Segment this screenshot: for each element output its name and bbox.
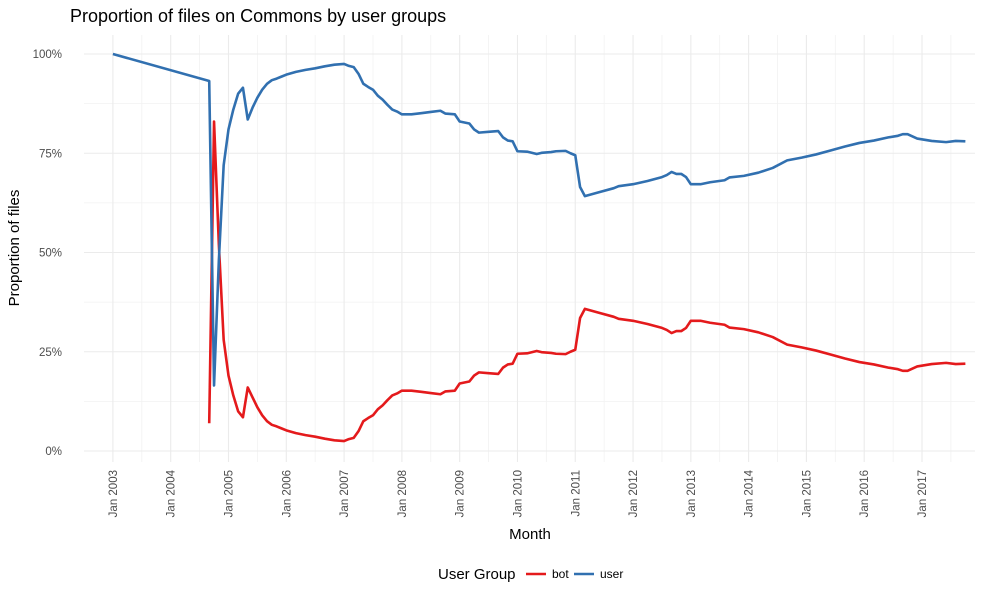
series-layer <box>112 52 966 443</box>
legend-title: User Group <box>438 566 516 583</box>
y-tick-label: 25% <box>39 347 62 359</box>
x-axis: Jan 2003 Jan 2004 Jan 2005 Jan 2006 Jan 2007… <box>108 469 929 517</box>
chart-title: Proportion of files on Commons by user g… <box>70 6 446 26</box>
x-tick-label: Jan 2005 <box>223 470 235 517</box>
y-tick-label: 0% <box>45 446 62 458</box>
x-tick-label: Jan 2012 <box>628 470 640 517</box>
x-tick-label: Jan 2010 <box>512 470 524 517</box>
y-tick-label: 100% <box>33 49 62 61</box>
grid <box>84 35 975 462</box>
x-tick-label: Jan 2008 <box>397 470 409 517</box>
x-tick-label: Jan 2009 <box>455 470 467 517</box>
y-axis: 0% 25% 50% 75% 100% <box>33 49 62 458</box>
x-axis-title: Month <box>509 526 551 543</box>
x-tick-label: Jan 2007 <box>339 470 351 517</box>
x-tick-label: Jan 2015 <box>801 470 813 517</box>
x-tick-label: Jan 2003 <box>108 470 120 517</box>
x-tick-label: Jan 2006 <box>281 470 293 517</box>
series-line-bot <box>207 120 966 443</box>
legend-label-user: user <box>600 567 623 581</box>
x-tick-label: Jan 2014 <box>744 469 756 517</box>
y-axis-title: Proportion of files <box>6 190 23 307</box>
y-tick-label: 75% <box>39 148 62 160</box>
y-tick-label: 50% <box>39 248 62 260</box>
series-line-user <box>112 52 966 387</box>
x-tick-label: Jan 2013 <box>686 470 698 517</box>
x-tick-label: Jan 2011 <box>570 470 582 516</box>
x-tick-label: Jan 2017 <box>917 470 929 517</box>
x-tick-label: Jan 2016 <box>859 470 871 517</box>
x-tick-label: Jan 2004 <box>166 469 178 517</box>
legend: User Group bot user <box>438 566 623 583</box>
legend-label-bot: bot <box>552 567 569 581</box>
